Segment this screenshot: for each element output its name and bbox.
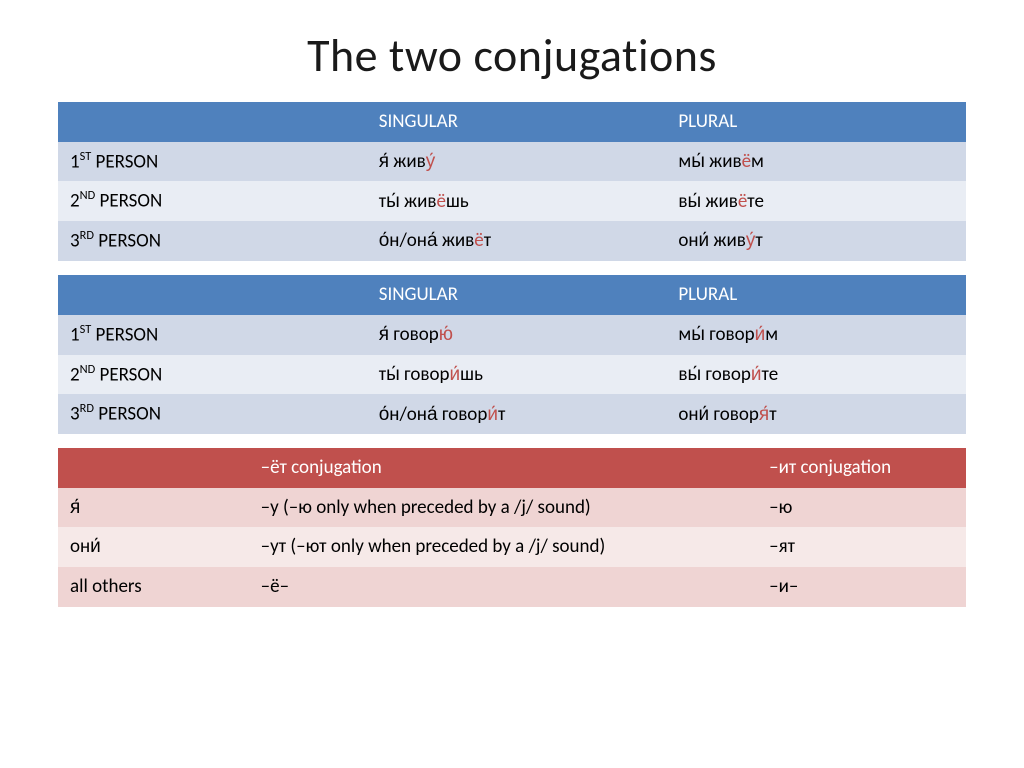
cell-plural: они́ живу́т: [666, 221, 966, 261]
row-label: 2ND PERSON: [58, 355, 367, 395]
table-row: я́ –у (–ю only when preceded by a /j/ so…: [58, 488, 966, 528]
cell-yot: –ут (–ют only when preceded by a /j/ sou…: [249, 527, 757, 567]
cell-it: –ю: [757, 488, 966, 528]
cell-plural: мы́ говори́м: [666, 315, 966, 355]
col-header-empty: [58, 448, 249, 488]
endings-summary-table: –ёт conjugation –ит conjugation я́ –у (–…: [58, 448, 966, 606]
table-row: 3RD PERSON о́н/она́ говори́т они́ говоря…: [58, 394, 966, 434]
col-header-plural: PLURAL: [666, 275, 966, 315]
cell-singular: ты́ живёшь: [367, 181, 667, 221]
cell-plural: вы́ живёте: [666, 181, 966, 221]
row-label: 1ST PERSON: [58, 142, 367, 182]
cell-plural: мы́ живём: [666, 142, 966, 182]
cell-singular: ты́ говори́шь: [367, 355, 667, 395]
table-header-row: –ёт conjugation –ит conjugation: [58, 448, 966, 488]
col-header-it: –ит conjugation: [757, 448, 966, 488]
row-label: 2ND PERSON: [58, 181, 367, 221]
row-label: 3RD PERSON: [58, 394, 367, 434]
cell-it: –и–: [757, 567, 966, 607]
row-label: я́: [58, 488, 249, 528]
table-row: 2ND PERSON ты́ живёшь вы́ живёте: [58, 181, 966, 221]
cell-singular: я́ живу́: [367, 142, 667, 182]
cell-it: –ят: [757, 527, 966, 567]
row-label: 1ST PERSON: [58, 315, 367, 355]
cell-singular: я́ говорю́: [367, 315, 667, 355]
row-label: all others: [58, 567, 249, 607]
cell-singular: о́н/она́ говори́т: [367, 394, 667, 434]
cell-singular: о́н/она́ живёт: [367, 221, 667, 261]
table-header-row: SINGULAR PLURAL: [58, 275, 966, 315]
conjugation-table-1: SINGULAR PLURAL 1ST PERSON я́ живу́ мы́ …: [58, 102, 966, 261]
col-header-plural: PLURAL: [666, 102, 966, 142]
page-title: The two conjugations: [58, 28, 966, 84]
cell-yot: –ё–: [249, 567, 757, 607]
table-row: они́ –ут (–ют only when preceded by a /j…: [58, 527, 966, 567]
table-header-row: SINGULAR PLURAL: [58, 102, 966, 142]
col-header-yot: –ёт conjugation: [249, 448, 757, 488]
cell-yot: –у (–ю only when preceded by a /j/ sound…: [249, 488, 757, 528]
cell-plural: они́ говоря́т: [666, 394, 966, 434]
row-label: 3RD PERSON: [58, 221, 367, 261]
table-row: 3RD PERSON о́н/она́ живёт они́ живу́т: [58, 221, 966, 261]
col-header-empty: [58, 102, 367, 142]
table-row: 1ST PERSON я́ живу́ мы́ живём: [58, 142, 966, 182]
table-row: 1ST PERSON я́ говорю́ мы́ говори́м: [58, 315, 966, 355]
col-header-singular: SINGULAR: [367, 102, 667, 142]
conjugation-table-2: SINGULAR PLURAL 1ST PERSON я́ говорю́ мы…: [58, 275, 966, 434]
col-header-empty: [58, 275, 367, 315]
table-row: all others –ё– –и–: [58, 567, 966, 607]
table-row: 2ND PERSON ты́ говори́шь вы́ говори́те: [58, 355, 966, 395]
cell-plural: вы́ говори́те: [666, 355, 966, 395]
col-header-singular: SINGULAR: [367, 275, 667, 315]
row-label: они́: [58, 527, 249, 567]
